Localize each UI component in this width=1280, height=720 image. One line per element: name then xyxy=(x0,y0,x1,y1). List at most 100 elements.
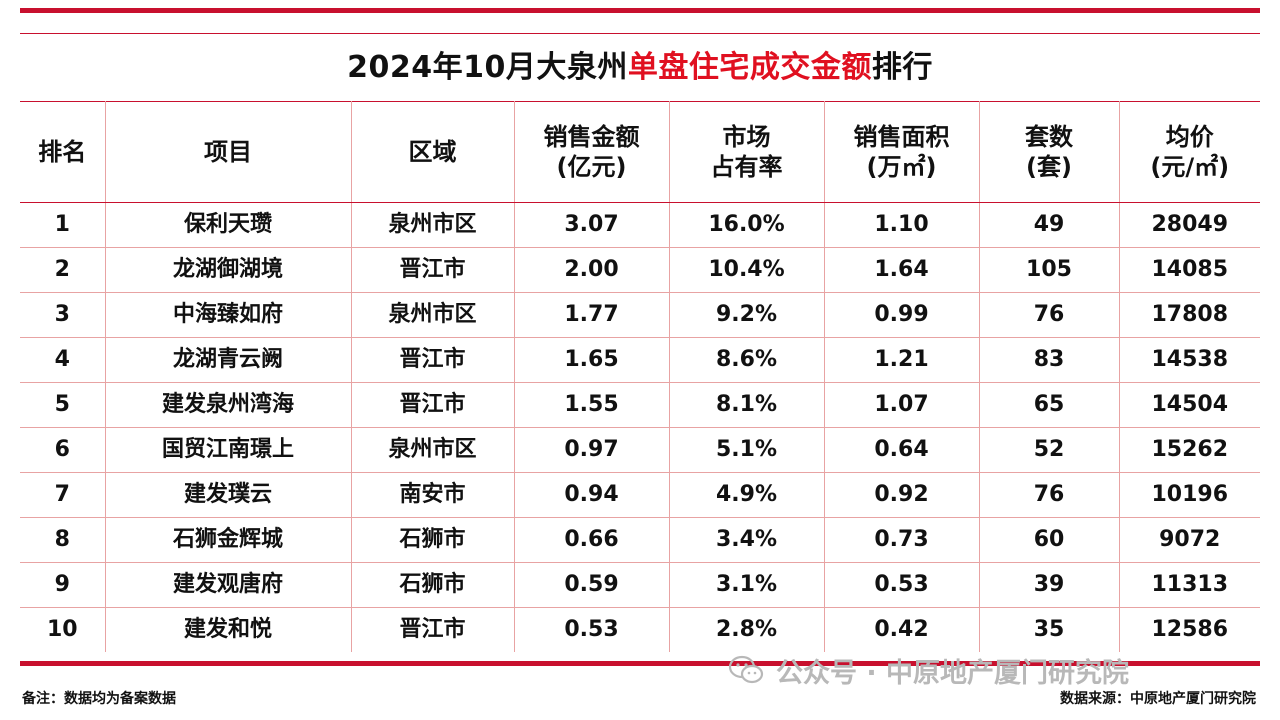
table-cell: 1.21 xyxy=(823,337,980,383)
data-source: 数据来源：中原地产厦门研究院 xyxy=(1060,691,1256,707)
table-cell: 晋江市 xyxy=(350,607,515,652)
ranking-table: 排名 项目 区域 销售金额 (亿元) 市场 占有率 销售面积 (万㎡) 套数 (套) 均价 (元/㎡) … xyxy=(20,101,1260,652)
table-row: 4 龙湖青云阙 晋江市 1.65 8.6% 1.21 83 14538 xyxy=(20,337,1260,383)
column-header: 项目 xyxy=(104,101,352,203)
table-cell: 49 xyxy=(978,202,1120,248)
table-body: 1 保利天瓒 泉州市区 3.07 16.0% 1.10 49 28049 2 龙湖御湖境 晋江市 2.… xyxy=(20,202,1260,652)
bottom-accent-bar xyxy=(20,661,1260,666)
table-cell: 52 xyxy=(978,427,1120,473)
table-row: 9 建发观唐府 石狮市 0.59 3.1% 0.53 39 11313 xyxy=(20,562,1260,608)
table-cell: 14504 xyxy=(1118,382,1260,428)
table-cell: 1.07 xyxy=(823,382,980,428)
table-cell: 1 xyxy=(20,202,106,248)
column-header: 销售面积 (万㎡) xyxy=(823,101,980,203)
table-cell: 1.10 xyxy=(823,202,980,248)
table-cell: 3.07 xyxy=(513,202,670,248)
column-header-label: 套数 xyxy=(1025,123,1073,151)
column-header-label: 项目 xyxy=(204,138,252,166)
table-row: 3 中海臻如府 泉州市区 1.77 9.2% 0.99 76 17808 xyxy=(20,292,1260,338)
table-cell: 11313 xyxy=(1118,562,1260,608)
table-cell: 76 xyxy=(978,292,1120,338)
table-cell: 建发观唐府 xyxy=(104,562,352,608)
table-cell: 0.64 xyxy=(823,427,980,473)
table-cell: 1.55 xyxy=(513,382,670,428)
column-header-unit: 占有率 xyxy=(710,153,783,181)
table-cell: 建发璞云 xyxy=(104,472,352,518)
table-cell: 晋江市 xyxy=(350,337,515,383)
table-cell: 10 xyxy=(20,607,106,652)
table-row: 10 建发和悦 晋江市 0.53 2.8% 0.42 35 12586 xyxy=(20,607,1260,652)
table-row: 8 石狮金辉城 石狮市 0.66 3.4% 0.73 60 9072 xyxy=(20,517,1260,563)
table-cell: 10196 xyxy=(1118,472,1260,518)
table-cell: 65 xyxy=(978,382,1120,428)
table-cell: 2 xyxy=(20,247,106,293)
table-row: 6 国贸江南璟上 泉州市区 0.97 5.1% 0.64 52 15262 xyxy=(20,427,1260,473)
table-cell: 76 xyxy=(978,472,1120,518)
table-cell: 60 xyxy=(978,517,1120,563)
table-cell: 0.97 xyxy=(513,427,670,473)
column-header-label: 销售金额 xyxy=(543,123,640,151)
table-cell: 4.9% xyxy=(668,472,825,518)
table-row: 2 龙湖御湖境 晋江市 2.00 10.4% 1.64 105 14085 xyxy=(20,247,1260,293)
table-cell: 中海臻如府 xyxy=(104,292,352,338)
top-divider xyxy=(20,33,1260,34)
table-cell: 28049 xyxy=(1118,202,1260,248)
table-cell: 12586 xyxy=(1118,607,1260,652)
column-header: 均价 (元/㎡) xyxy=(1118,101,1260,203)
table-cell: 83 xyxy=(978,337,1120,383)
column-header: 区域 xyxy=(350,101,515,203)
table-cell: 14085 xyxy=(1118,247,1260,293)
table-cell: 晋江市 xyxy=(350,382,515,428)
table-cell: 14538 xyxy=(1118,337,1260,383)
page-title: 2024年10月大泉州单盘住宅成交金额排行 xyxy=(20,42,1260,94)
table-cell: 4 xyxy=(20,337,106,383)
table-cell: 0.42 xyxy=(823,607,980,652)
table-cell: 0.99 xyxy=(823,292,980,338)
table-cell: 15262 xyxy=(1118,427,1260,473)
table-cell: 2.8% xyxy=(668,607,825,652)
table-cell: 9072 xyxy=(1118,517,1260,563)
table-cell: 7 xyxy=(20,472,106,518)
table-cell: 8.1% xyxy=(668,382,825,428)
table-cell: 石狮市 xyxy=(350,562,515,608)
table-cell: 0.53 xyxy=(513,607,670,652)
title-highlight: 单盘住宅成交金额 xyxy=(627,50,872,85)
wechat-watermark: 公众号 · 中原地产厦门研究院 xyxy=(728,648,1129,692)
table-cell: 9.2% xyxy=(668,292,825,338)
column-header-label: 市场 xyxy=(722,123,771,151)
table-cell: 龙湖青云阙 xyxy=(104,337,352,383)
table-cell: 1.64 xyxy=(823,247,980,293)
column-header-label: 区域 xyxy=(408,138,457,166)
table-cell: 17808 xyxy=(1118,292,1260,338)
table-cell: 1.65 xyxy=(513,337,670,383)
table-cell: 南安市 xyxy=(350,472,515,518)
table-cell: 0.53 xyxy=(823,562,980,608)
table-cell: 0.59 xyxy=(513,562,670,608)
column-header: 市场 占有率 xyxy=(668,101,825,203)
column-header: 销售金额 (亿元) xyxy=(513,101,670,203)
column-header-unit: (万㎡) xyxy=(866,153,937,181)
table-cell: 8.6% xyxy=(668,337,825,383)
table-cell: 10.4% xyxy=(668,247,825,293)
column-header-label: 均价 xyxy=(1165,123,1214,151)
table-cell: 0.73 xyxy=(823,517,980,563)
table-cell: 6 xyxy=(20,427,106,473)
table-cell: 泉州市区 xyxy=(350,292,515,338)
table-cell: 建发泉州湾海 xyxy=(104,382,352,428)
table-cell: 8 xyxy=(20,517,106,563)
table-row: 5 建发泉州湾海 晋江市 1.55 8.1% 1.07 65 14504 xyxy=(20,382,1260,428)
table-cell: 石狮市 xyxy=(350,517,515,563)
top-accent-bar xyxy=(20,8,1260,13)
table-cell: 泉州市区 xyxy=(350,427,515,473)
table-cell: 国贸江南璟上 xyxy=(104,427,352,473)
table-cell: 5 xyxy=(20,382,106,428)
table-cell: 3.1% xyxy=(668,562,825,608)
table-cell: 建发和悦 xyxy=(104,607,352,652)
table-cell: 0.66 xyxy=(513,517,670,563)
table-row: 7 建发璞云 南安市 0.94 4.9% 0.92 76 10196 xyxy=(20,472,1260,518)
table-header-row: 排名 项目 区域 销售金额 (亿元) 市场 占有率 销售面积 (万㎡) 套数 (套) 均价 (元/㎡) xyxy=(20,101,1260,203)
column-header: 套数 (套) xyxy=(978,101,1120,203)
table-cell: 1.77 xyxy=(513,292,670,338)
table-cell: 3 xyxy=(20,292,106,338)
column-header-unit: (元/㎡) xyxy=(1150,153,1230,181)
